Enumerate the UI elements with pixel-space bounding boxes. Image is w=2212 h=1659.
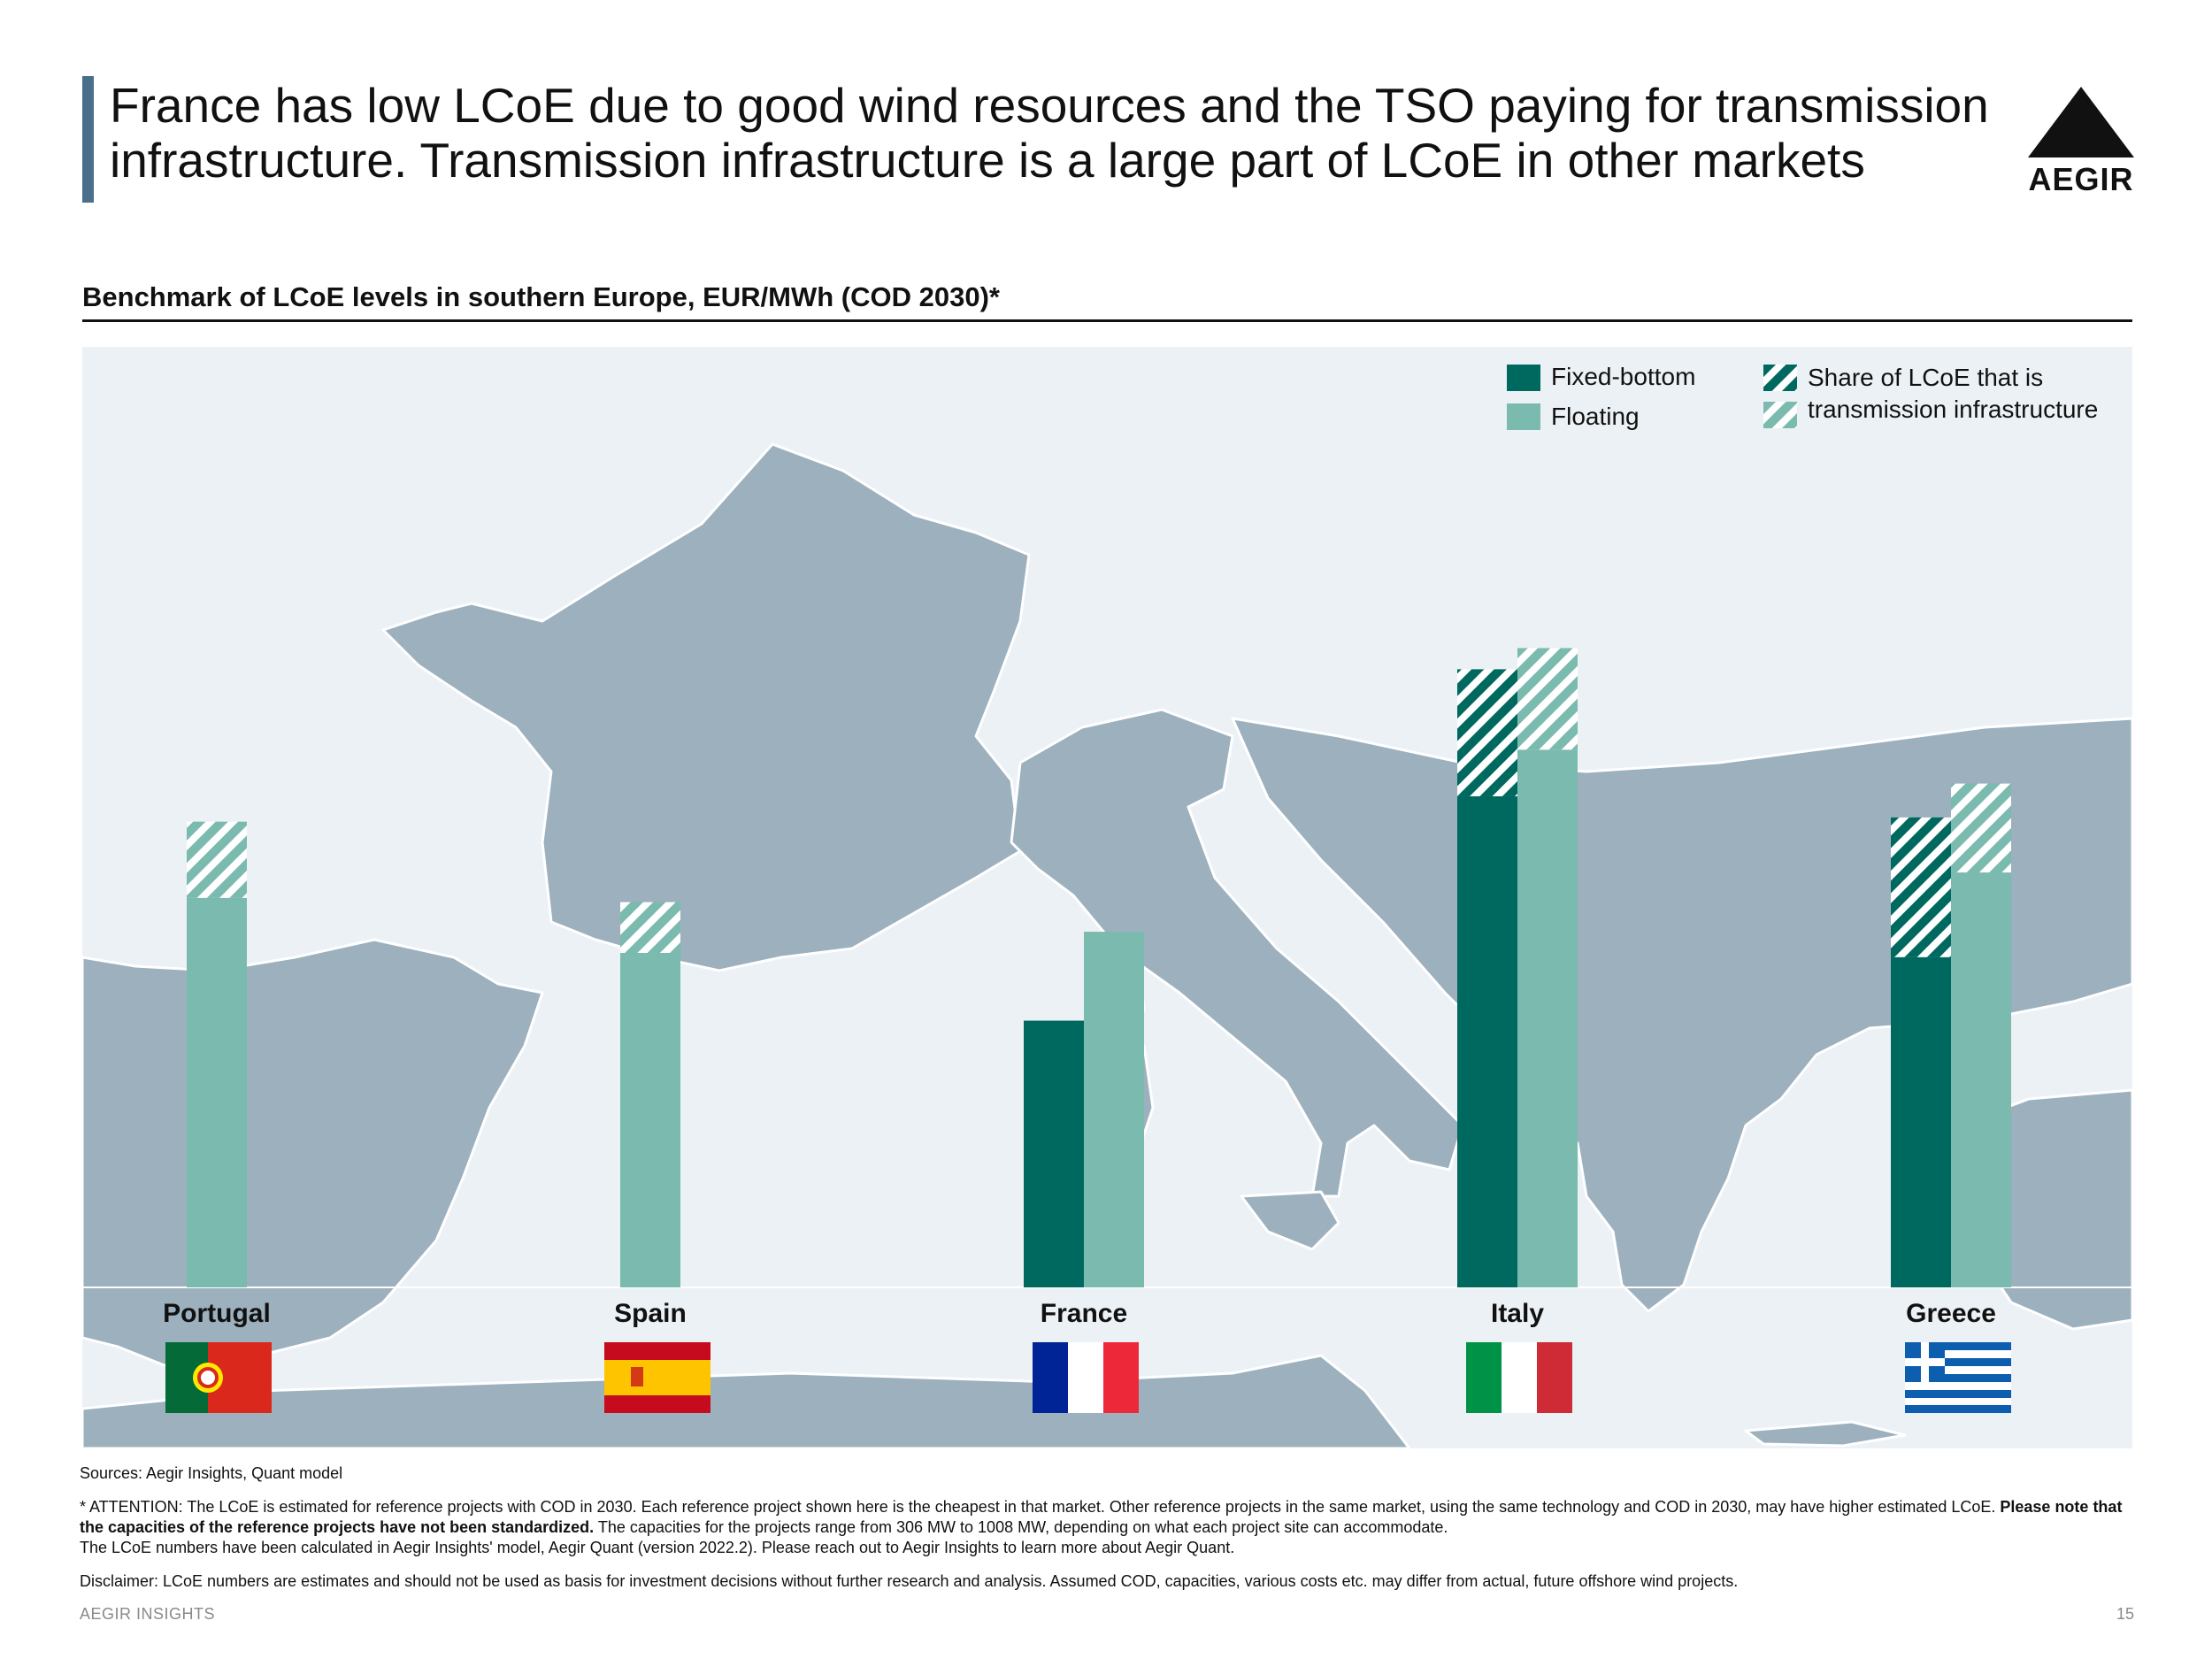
- bar-floating-portugal: [187, 897, 247, 1287]
- bar-transmission-floating-italy: [1517, 648, 1578, 750]
- map-sicily: [1240, 1190, 1340, 1251]
- page-title: France has low LCoE due to good wind res…: [110, 78, 1989, 188]
- category-label-spain: Spain: [614, 1299, 687, 1328]
- legend-swatch-hatch-floating: [1763, 402, 1797, 428]
- bar-transmission-fixed-italy: [1457, 669, 1517, 796]
- bar-transmission-floating-spain: [620, 902, 680, 953]
- attention-text-3: The LCoE numbers have been calculated in…: [80, 1539, 1235, 1556]
- chart-panel: Fixed-bottom Floating Share of LCoE that…: [82, 347, 2132, 1448]
- bar-fixed-greece: [1891, 956, 1951, 1287]
- spain-flag-icon: [604, 1342, 710, 1413]
- logo-text: AEGIR: [2028, 161, 2134, 197]
- portugal-flag-icon: [165, 1342, 272, 1413]
- map-france: [381, 442, 1031, 972]
- legend-label-transmission-line2: transmission infrastructure: [1808, 396, 2099, 423]
- map-crete: [1744, 1420, 1907, 1448]
- attention-note: * ATTENTION: The LCoE is estimated for r…: [80, 1497, 2141, 1558]
- subtitle-divider: [82, 319, 2132, 322]
- bar-fixed-france: [1024, 1020, 1084, 1287]
- bar-floating-spain: [620, 952, 680, 1287]
- attention-text-2: The capacities for the projects range fr…: [594, 1518, 1448, 1536]
- disclaimer-note: Disclaimer: LCoE numbers are estimates a…: [80, 1572, 1739, 1590]
- bar-transmission-floating-greece: [1951, 783, 2011, 873]
- bar-transmission-fixed-greece: [1891, 817, 1951, 957]
- footer-brand: AEGIR INSIGHTS: [80, 1605, 216, 1623]
- title-accent-bar: [82, 76, 94, 203]
- bar-fixed-italy: [1457, 795, 1517, 1287]
- bar-transmission-floating-portugal: [187, 821, 247, 898]
- legend-label-transmission-line1: Share of LCoE that is: [1808, 364, 2044, 391]
- greece-flag-icon: [1905, 1342, 2011, 1413]
- category-label-italy: Italy: [1490, 1299, 1545, 1328]
- category-label-greece: Greece: [1906, 1299, 1996, 1328]
- legend-swatch-fixed: [1507, 365, 1540, 391]
- italy-flag-icon: [1466, 1342, 1572, 1413]
- aegir-logo-icon: [2028, 87, 2134, 157]
- chart-title: Benchmark of LCoE levels in southern Eur…: [82, 281, 1000, 312]
- category-label-portugal: Portugal: [163, 1299, 271, 1328]
- france-flag-icon: [1033, 1342, 1139, 1413]
- sources-note: Sources: Aegir Insights, Quant model: [80, 1464, 343, 1482]
- bar-floating-italy: [1517, 749, 1578, 1287]
- legend-swatch-hatch-fixed: [1763, 365, 1797, 391]
- attention-text-1: * ATTENTION: The LCoE is estimated for r…: [80, 1498, 2001, 1516]
- legend-label-fixed: Fixed-bottom: [1551, 363, 1696, 390]
- legend-label-floating: Floating: [1551, 403, 1640, 430]
- category-label-france: France: [1040, 1299, 1128, 1328]
- page-number: 15: [2116, 1605, 2134, 1623]
- legend-swatch-floating: [1507, 403, 1540, 430]
- bar-floating-greece: [1951, 872, 2011, 1287]
- bar-floating-france: [1084, 932, 1144, 1287]
- attention-text-bold: Please note that the capacities of the r…: [80, 1498, 2123, 1536]
- lcoe-bar-chart: [82, 648, 2132, 1288]
- map-north-africa: [82, 1354, 1411, 1448]
